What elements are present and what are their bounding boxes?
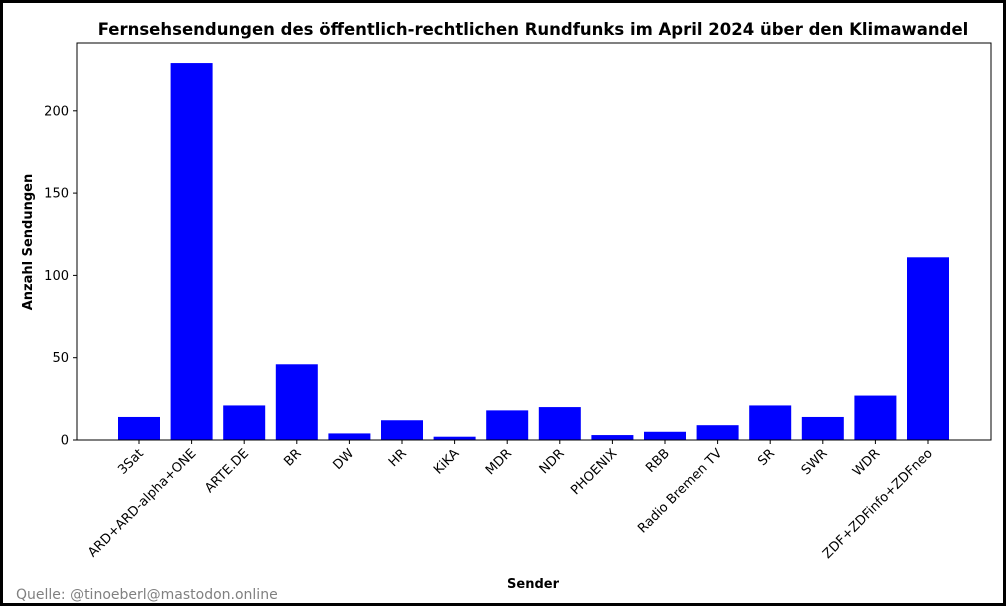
bar-chart: Fernsehsendungen des öffentlich-rechtlic… — [21, 20, 992, 592]
x-tick-label: RBB — [643, 446, 673, 476]
x-axis-label: Sender — [507, 577, 560, 592]
bar-radio-bremen-tv — [696, 425, 739, 440]
x-tick-label: PHOENIX — [568, 446, 620, 498]
x-tick-label: ARTE.DE — [202, 446, 252, 496]
y-tick-label: 50 — [52, 351, 69, 366]
bar-br — [275, 364, 318, 440]
x-tick-label: WDR — [850, 446, 883, 479]
chart-title: Fernsehsendungen des öffentlich-rechtlic… — [98, 20, 969, 39]
bar-phoenix — [591, 435, 634, 440]
x-tick-label: SWR — [799, 446, 831, 478]
bar-swr — [801, 416, 844, 440]
x-tick-label: BR — [281, 446, 304, 469]
bar-wdr — [854, 395, 897, 440]
bar-kika — [433, 436, 476, 440]
source-note: Quelle: @tinoeberl@mastodon.online — [16, 587, 278, 603]
bar-sr — [749, 405, 792, 440]
y-tick-label: 150 — [44, 187, 69, 202]
bar-3sat — [118, 416, 160, 440]
y-tick-label: 0 — [61, 434, 69, 449]
x-tick-label: ARD+ARD-alpha+ONE — [85, 446, 199, 560]
bar-ard-ard-alpha-one — [170, 63, 213, 440]
bar-dw — [328, 433, 371, 440]
y-tick-label: 200 — [44, 104, 69, 119]
y-ticks-group: 0 50 100 150 200 — [44, 104, 77, 449]
y-axis-label: Anzahl Sendungen — [21, 174, 36, 311]
x-tick-label: 3Sat — [115, 446, 147, 478]
x-tick-label: ZDF+ZDFinfo+ZDFneo — [820, 446, 936, 562]
x-tick-label: HR — [386, 446, 410, 470]
bar-arte-de — [223, 405, 266, 440]
x-tick-label: MDR — [483, 446, 515, 478]
x-tick-label: NDR — [537, 446, 568, 477]
x-tick-label: SR — [755, 446, 778, 469]
bar-hr — [381, 420, 423, 440]
x-tick-label: KiKA — [431, 446, 462, 477]
bar-ndr — [538, 407, 581, 440]
bar-zdf-zdfinfo-zdfneo — [907, 257, 949, 440]
bar-mdr — [486, 410, 529, 440]
bars-group — [118, 63, 949, 440]
y-tick-label: 100 — [44, 269, 69, 284]
plot-area-frame — [76, 42, 992, 441]
bar-rbb — [644, 431, 686, 440]
x-tick-label: DW — [330, 446, 357, 473]
